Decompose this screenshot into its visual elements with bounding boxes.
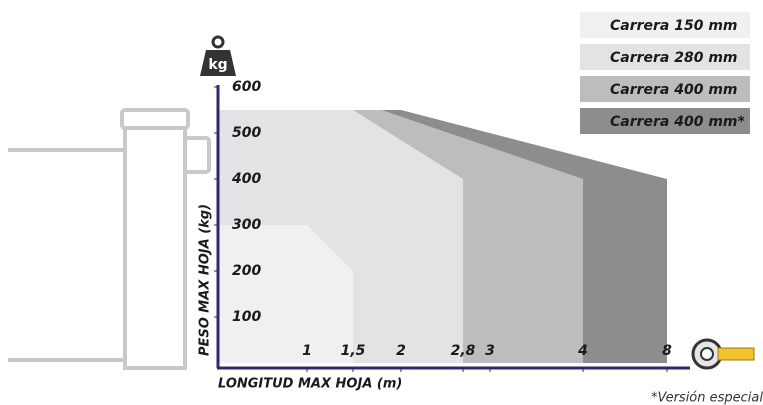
legend-swatch <box>580 12 750 38</box>
legend-label: Carrera 150 mm <box>610 18 738 34</box>
weight-icon: kg <box>200 35 236 76</box>
plot-area <box>218 110 667 363</box>
tape-icon <box>691 338 755 370</box>
y-tick-label: 200 <box>232 263 261 279</box>
legend-swatch <box>580 44 750 70</box>
legend-label: Carrera 400 mm* <box>610 114 746 130</box>
y-tick-label: 500 <box>232 125 261 141</box>
area <box>218 225 353 363</box>
legend-swatch <box>580 76 750 102</box>
unit-icon-label: kg <box>208 57 227 73</box>
y-axis-title: PESO MAX HOJA (kg) <box>198 204 213 356</box>
x-axis-title: LONGITUD MAX HOJA (m) <box>218 377 402 392</box>
legend-label: Carrera 280 mm <box>610 50 738 66</box>
x-tick-label: 2 <box>396 343 406 359</box>
x-tick-label: 8 <box>662 343 672 359</box>
x-tick-label: 3 <box>485 343 495 359</box>
x-tick-label: 2,8 <box>451 343 476 359</box>
x-tick-label: 4 <box>577 343 588 359</box>
y-tick-label: 300 <box>232 217 261 233</box>
legend-label: Carrera 400 mm <box>610 82 738 98</box>
y-tick-label: 400 <box>231 171 261 187</box>
y-tick-label: 600 <box>232 79 261 95</box>
footnote: *Versión especial <box>651 391 763 405</box>
legend-swatch <box>580 108 750 134</box>
y-tick-label: 100 <box>232 309 261 325</box>
gate-drawing <box>8 108 211 370</box>
x-tick-label: 1 <box>302 343 312 359</box>
x-tick-label: 1,5 <box>341 343 366 359</box>
